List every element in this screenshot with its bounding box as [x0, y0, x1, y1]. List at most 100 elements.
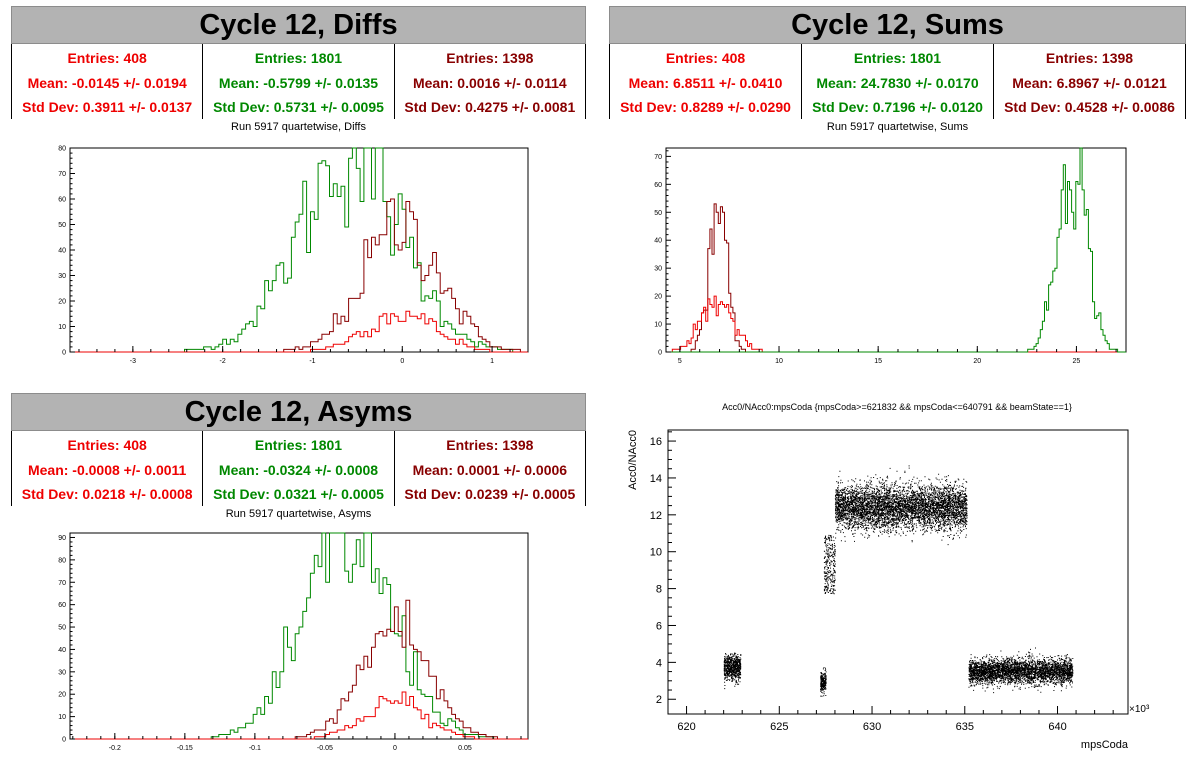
asyms-series-red: [70, 691, 528, 740]
asyms-ytick-label: 80: [58, 557, 66, 564]
diffs-subtitle: Run 5917 quartetwise, Diffs: [231, 121, 366, 133]
diffs-xtick-label: -1: [309, 358, 315, 365]
stat-entries: Entries: 1801: [254, 437, 343, 453]
diffs-xtick-label: 0: [400, 358, 404, 365]
stat-entries: Entries: 408: [665, 50, 746, 66]
diffs-stats-darkred: Entries: 1398 Mean: 0.0016 +/- 0.0114 St…: [393, 44, 585, 119]
scatter-ytick-label: 10: [650, 547, 662, 559]
diffs-ytick-label: 70: [58, 171, 66, 178]
asyms-series-green: [70, 532, 528, 740]
sums-ytick-label: 70: [654, 154, 662, 161]
asyms-ytick-label: 30: [58, 669, 66, 676]
sums-ytick-label: 30: [654, 266, 662, 273]
scatter-ytick-label: 14: [650, 473, 662, 485]
diffs-ytick-label: 60: [58, 197, 66, 204]
stat-entries: Entries: 1398: [446, 437, 534, 453]
asyms-xtick-label: 0: [393, 745, 397, 752]
diffs-ytick-label: 30: [58, 273, 66, 280]
scatter-xtick-label: 620: [677, 721, 695, 733]
sums-stats-green: Entries: 1801 Mean: 24.7830 +/- 0.0170 S…: [801, 44, 993, 119]
asyms-frame: [69, 532, 529, 740]
stat-mean: Mean: 24.7830 +/- 0.0170: [816, 74, 979, 91]
stat-std: Std Dev: 0.0218 +/- 0.0008: [21, 486, 193, 502]
scatter-ytick-label: 4: [656, 657, 662, 669]
sums-stats-box: Entries: 408 Mean: 6.8511 +/- 0.0410 Std…: [609, 44, 1186, 119]
stat-std: Std Dev: 0.3911 +/- 0.0137: [22, 99, 193, 115]
diffs-series-green: [70, 147, 528, 353]
sums-subtitle: Run 5917 quartetwise, Sums: [826, 121, 969, 133]
sums-title: Cycle 12, Sums: [609, 6, 1186, 44]
scatter-ytick-label: 2: [656, 694, 662, 706]
asyms-ytick-label: 10: [58, 714, 66, 721]
sums-ytick-label: 20: [654, 294, 662, 301]
sums-xtick-label: 20: [973, 358, 981, 365]
sums-xtick-label: 5: [678, 358, 682, 365]
scatter-ytick-label: 6: [656, 620, 662, 632]
asyms-xtick-label: -0.2: [109, 745, 121, 752]
stat-entries: Entries: 1801: [853, 50, 942, 66]
diffs-ytick-label: 10: [58, 324, 66, 331]
stat-mean: Mean: 0.0016 +/- 0.0114: [412, 74, 567, 91]
sums-ytick-label: 10: [654, 322, 662, 329]
scatter-plot: 2 4 6 8 10 12 14 16 620 625 630 635 640 mpsCoda ×10³ Ac…: [627, 429, 1150, 751]
asyms-ytick-label: 60: [58, 602, 66, 609]
stat-std: Std Dev: 0.8289 +/- 0.0290: [620, 99, 791, 115]
sums-series-red: [666, 295, 1126, 353]
scatter-xtick-label: 630: [863, 721, 881, 733]
asyms-histogram: 0 10 20 30 40 50 60 70 80 90 -0.2 -0.15 -0.1 -0.05 0 0.…: [58, 532, 529, 752]
sums-ytick-label: 0: [658, 350, 662, 357]
sums-xtick-label: 15: [874, 358, 882, 365]
sums-stats-red: Entries: 408 Mean: 6.8511 +/- 0.0410 Std…: [610, 44, 801, 119]
stat-entries: Entries: 1398: [1045, 50, 1134, 66]
asyms-ytick-label: 40: [58, 647, 66, 654]
asyms-xtick-label: -0.05: [317, 745, 333, 752]
scatter-ylabel: Acc0/NAcc0: [627, 430, 639, 490]
diffs-xtick-label: -3: [130, 358, 136, 365]
asyms-ytick-label: 50: [58, 625, 66, 632]
stat-entries: Entries: 408: [67, 437, 147, 453]
asyms-stats-box: Entries: 408 Mean: -0.0008 +/- 0.0011 St…: [11, 431, 586, 506]
sums-stats-darkred: Entries: 1398 Mean: 6.8967 +/- 0.0121 St…: [993, 44, 1185, 119]
stat-std: Std Dev: 0.7196 +/- 0.0120: [812, 99, 983, 115]
diffs-ytick-label: 40: [58, 248, 66, 255]
scatter-exponent: ×10³: [1129, 704, 1150, 715]
scatter-ytick-label: 12: [650, 510, 662, 522]
scatter-ytick-label: 16: [650, 436, 662, 448]
stat-std: Std Dev: 0.0239 +/- 0.0005: [404, 486, 576, 502]
stat-std: Std Dev: 0.4275 +/- 0.0081: [404, 99, 576, 115]
asyms-title: Cycle 12, Asyms: [11, 393, 586, 431]
asyms-ytick-label: 20: [58, 692, 66, 699]
scatter-points: [723, 465, 1074, 697]
asyms-stats-green: Entries: 1801 Mean: -0.0324 +/- 0.0008 S…: [202, 431, 393, 506]
asyms-xtick-label: -0.1: [249, 745, 261, 752]
stat-mean: Mean: 6.8511 +/- 0.0410: [628, 74, 783, 91]
diffs-ytick-label: 80: [58, 146, 66, 153]
asyms-stats-darkred: Entries: 1398 Mean: 0.0001 +/- 0.0006 St…: [393, 431, 585, 506]
scatter-xtick-label: 635: [956, 721, 974, 733]
asyms-xtick-label: -0.15: [177, 745, 193, 752]
sums-ytick-label: 60: [654, 182, 662, 189]
sums-xtick-label: 10: [775, 358, 783, 365]
asyms-ytick-label: 70: [58, 580, 66, 587]
stat-mean: Mean: -0.5799 +/- 0.0135: [218, 74, 379, 91]
scatter-subtitle: Acc0/NAcc0:mpsCoda {mpsCoda>=621832 && m…: [722, 402, 1072, 412]
sums-series-green: [666, 147, 1126, 353]
stat-entries: Entries: 1398: [446, 50, 534, 66]
diffs-histogram: 0 10 20 30 40 50 60 70 80 -3 -2 -1 0 1: [58, 146, 529, 365]
stat-mean: Mean: 6.8967 +/- 0.0121: [1012, 74, 1167, 91]
diffs-stats-green: Entries: 1801 Mean: -0.5799 +/- 0.0135 S…: [202, 44, 393, 119]
scatter-xlabel: mpsCoda: [1081, 739, 1129, 751]
asyms-series-darkred: [70, 599, 528, 740]
sums-histogram: 0 10 20 30 40 50 60 70 5 10 15 20 25: [654, 147, 1127, 365]
diffs-xtick-label: -2: [220, 358, 226, 365]
stat-mean: Mean: 0.0001 +/- 0.0006: [412, 461, 568, 478]
diffs-ytick-label: 20: [58, 299, 66, 306]
diffs-title: Cycle 12, Diffs: [11, 6, 586, 44]
diffs-ytick-label: 0: [62, 350, 66, 357]
asyms-xtick-label: 0.05: [458, 745, 472, 752]
sums-ytick-label: 40: [654, 238, 662, 245]
stat-std: Std Dev: 0.5731 +/- 0.0095: [213, 99, 384, 115]
stat-mean: Mean: -0.0145 +/- 0.0194: [27, 74, 187, 91]
diffs-ytick-label: 50: [58, 222, 66, 229]
scatter-xtick-label: 625: [770, 721, 788, 733]
